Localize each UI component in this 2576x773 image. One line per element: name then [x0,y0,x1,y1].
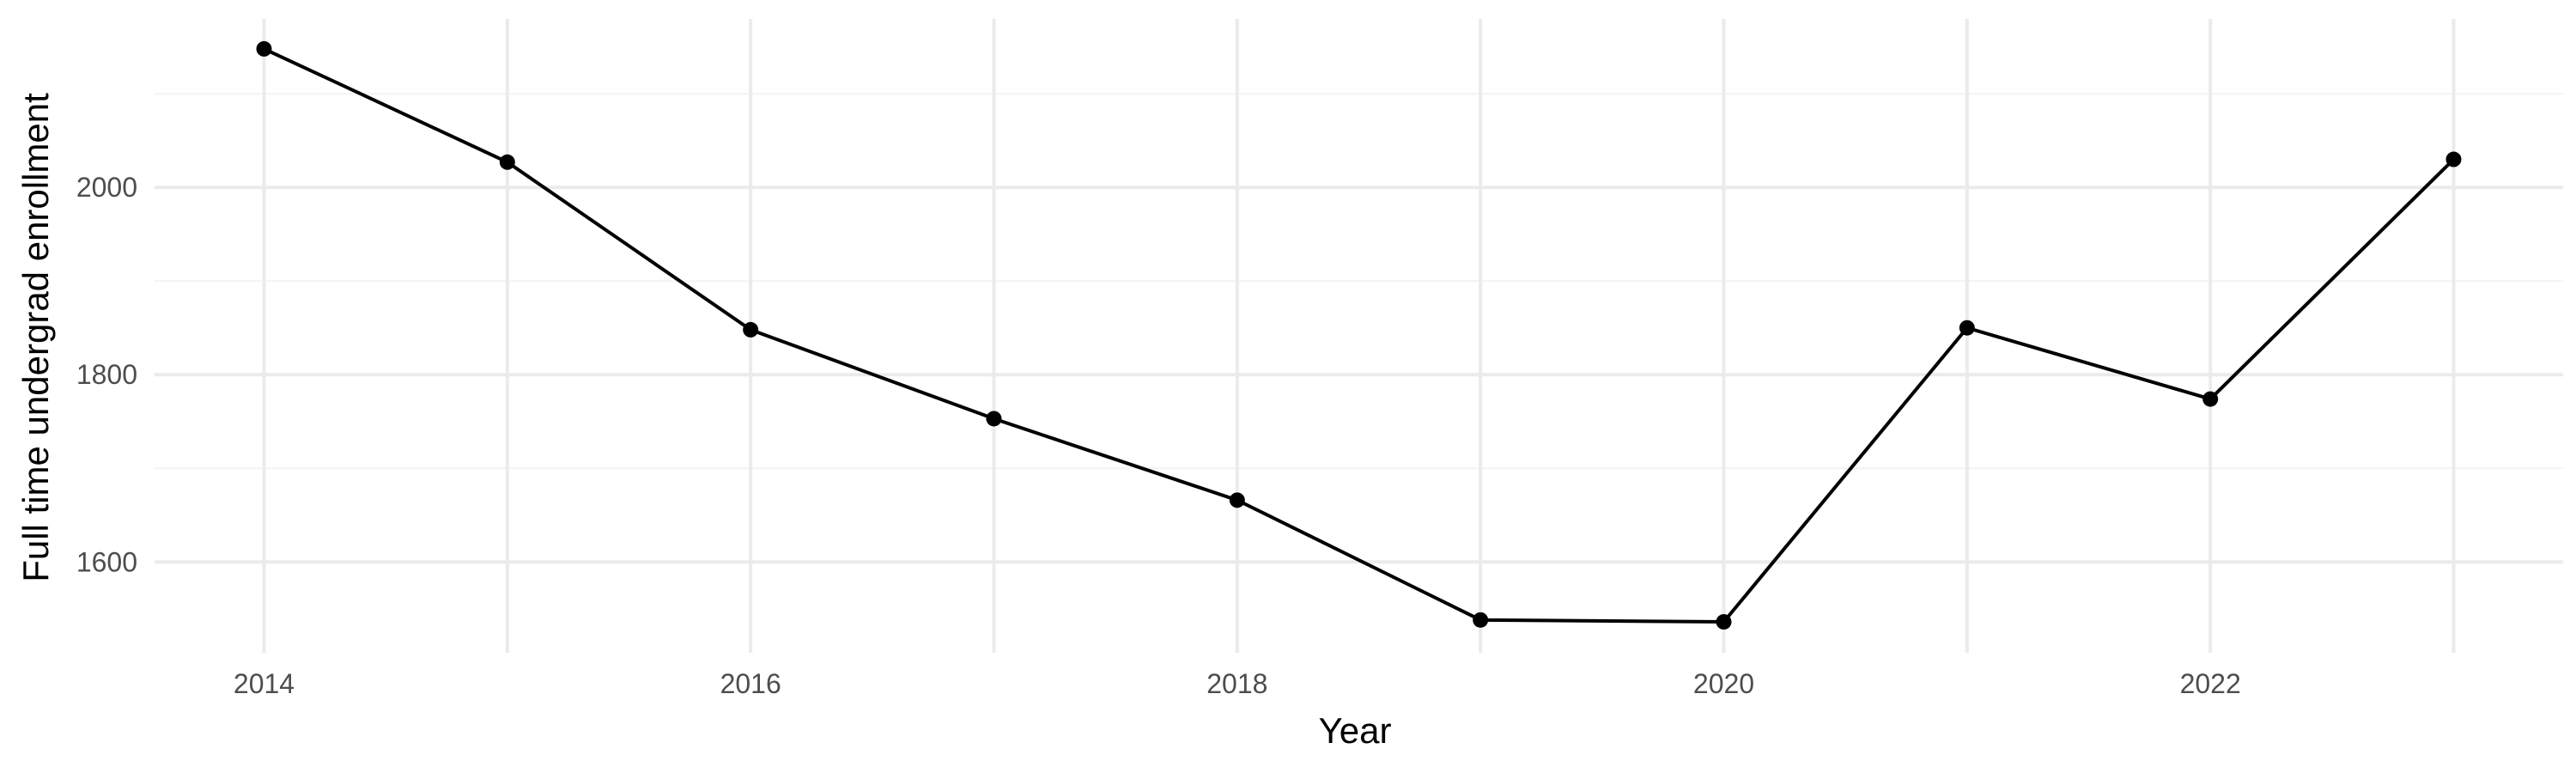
data-point [986,411,1002,427]
grid [155,19,2563,653]
x-tick-label: 2016 [720,668,781,699]
x-axis-title: Year [1319,710,1392,751]
y-tick-label: 1600 [76,546,137,577]
data-point [1959,320,1975,336]
x-tick-label: 2022 [2180,668,2241,699]
x-tick-label: 2020 [1693,668,1754,699]
data-point [2445,151,2462,167]
x-tick-label: 2018 [1206,668,1267,699]
x-axis-tick-labels: 2014 2016 2018 2020 2022 [234,668,2241,699]
data-point [499,154,515,170]
data-point [1473,612,1489,628]
data-point [2202,391,2219,407]
x-tick-label: 2014 [234,668,295,699]
y-tick-label: 2000 [76,172,137,203]
y-axis-tick-labels: 1600 1800 2000 [76,172,137,577]
y-axis-title: Full time undergrad enrollment [15,93,56,582]
data-point [1716,614,1732,630]
series-line [263,47,2455,624]
series-enrollment [256,40,2462,630]
y-tick-label: 1800 [76,359,137,390]
data-point [256,40,272,57]
data-point [1229,492,1245,508]
data-point [743,321,759,338]
